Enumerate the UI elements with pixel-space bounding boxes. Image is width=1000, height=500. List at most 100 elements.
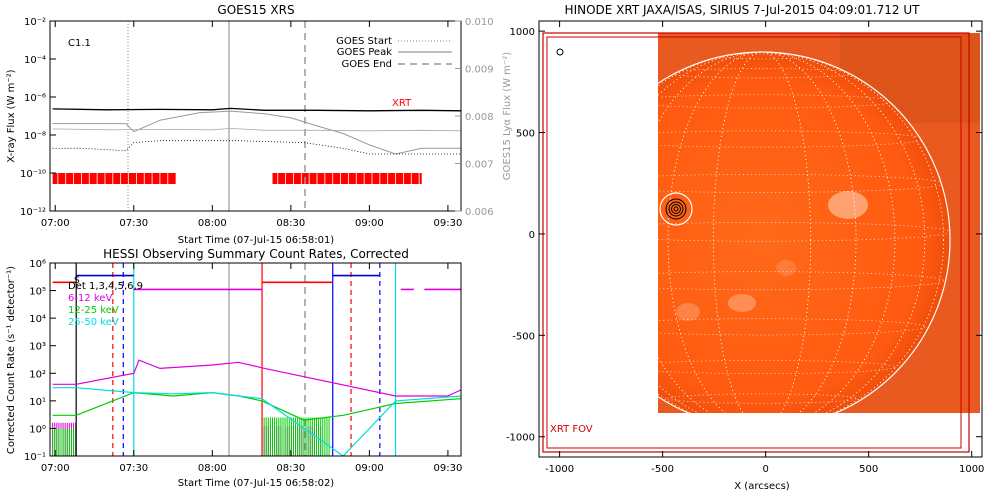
hessi-y-tick-label: 10³	[29, 342, 46, 353]
goes-y-tick-label: 10⁻⁶	[24, 93, 46, 104]
flare-contour-2	[668, 201, 684, 217]
xrt-limb-circle	[658, 51, 951, 413]
hessi-fill-spikes	[52, 417, 330, 456]
goes-y-axis-label: X-ray Flux (W m⁻²)	[6, 69, 17, 162]
xrt-title: HINODE XRT JAXA/ISAS, SIRIUS 7-Jul-2015 …	[565, 3, 921, 17]
goes-y-tick-label: 10⁻²	[24, 17, 46, 28]
xrt-x-tick-label: 0	[762, 464, 768, 475]
goes-legend-peak: GOES Peak	[337, 47, 392, 58]
goes-legend-end: GOES End	[342, 59, 392, 70]
hessi-marker-letter: S	[74, 276, 80, 286]
hessi-x-tick-label: 07:30	[119, 463, 148, 474]
goes-y-tick-label: 10⁻⁴	[24, 55, 46, 66]
xrt-fov-label: XRT FOV	[550, 424, 593, 435]
hessi-legend-6-12: 6-12 keV	[68, 293, 112, 304]
goes-x-tick-label: 09:00	[355, 218, 384, 229]
goes-coverage-bar	[272, 173, 422, 184]
goes-y2-tick-label: 0.007	[465, 160, 494, 171]
xrt-grid-latitude	[658, 359, 896, 375]
xrt-grid-latitude	[713, 417, 810, 422]
hessi-x-tick-label: 08:30	[276, 463, 305, 474]
active-region-3	[676, 303, 700, 321]
hessi-y-tick-label: 10⁴	[29, 314, 46, 325]
hessi-legend-25-50: 25-50 keV	[68, 317, 119, 328]
goes-x-tick-label: 08:30	[276, 218, 305, 229]
goes-x-tick-label: 08:00	[198, 218, 227, 229]
xrt-grid-latitude	[658, 318, 926, 336]
goes-short-series	[52, 140, 461, 155]
goes-plot-area	[52, 21, 461, 211]
goes-coverage-bar	[52, 173, 176, 184]
hessi-y-tick-label: 10⁻¹	[24, 452, 46, 463]
xrt-image-area	[658, 33, 980, 422]
hessi-night-lines	[75, 263, 397, 456]
goes-x-ticks: 07:00 07:30 08:00 08:30 09:00 09:30	[41, 21, 462, 229]
goes-y2-ticks: 0.006 0.007 0.008 0.009 0.010	[455, 17, 494, 218]
xrt-y-tick-label: -1000	[506, 433, 535, 444]
goes-x-tick-label: 07:00	[41, 218, 70, 229]
xrt-frame	[538, 20, 983, 458]
hessi-y-tick-label: 10⁰	[29, 424, 46, 435]
hessi-legend: Det 1,3,4,5,6,9 6-12 keV 12-25 keV 25-50…	[68, 281, 143, 328]
active-region-4	[776, 260, 796, 276]
xrt-x-tick-label: 500	[859, 464, 878, 475]
hessi-attenuator-state	[52, 274, 461, 291]
goes-y-ticks: 10⁻¹² 10⁻¹⁰ 10⁻⁸ 10⁻⁶ 10⁻⁴ 10⁻²	[20, 17, 56, 218]
hessi-panel: HESSI Observing Summary Count Rates, Cor…	[6, 247, 462, 489]
hessi-y-axis-label: Corrected Count Rate (s⁻¹ detector⁻¹)	[6, 266, 17, 454]
goes-y-tick-label: 10⁻⁸	[24, 131, 46, 142]
goes-y2-axis-label: GOES15 Lyα Flux (W m⁻²)	[502, 52, 513, 180]
hessi-y-ticks: 10⁻¹ 10⁰ 10¹ 10² 10³ 10⁴ 10⁵ 10⁶	[24, 259, 56, 463]
goes-y2-tick-label: 0.006	[465, 207, 494, 218]
xrt-x-tick-label: -1000	[545, 464, 574, 475]
xrt-y-tick-label: 1000	[510, 27, 535, 38]
goes-x-tick-label: 09:30	[433, 218, 462, 229]
flare-contour-1	[665, 198, 687, 220]
hessi-x-ticks: 07:00 07:30 08:00 08:30 09:00 09:30	[41, 263, 462, 474]
xrt-y-tick-label: 0	[529, 230, 535, 241]
xrt-grid-longitude	[658, 52, 896, 413]
hessi-title: HESSI Observing Summary Count Rates, Cor…	[103, 247, 409, 261]
goes-panel: GOES15 XRS 07:00 07:30 08:00 08:30 09:00 09:3…	[6, 3, 513, 246]
goes-title: GOES15 XRS	[217, 3, 294, 17]
goes-legend: GOES Start GOES Peak GOES End	[336, 36, 452, 70]
goes-y2-tick-label: 0.008	[465, 112, 494, 123]
goes-x-tick-label: 07:30	[119, 218, 148, 229]
active-region-1	[828, 191, 868, 219]
xrt-x-axis-label: X (arcsecs)	[734, 481, 790, 492]
xrt-grid-latitude	[658, 221, 950, 242]
goes-y2-tick-label: 0.009	[465, 65, 494, 76]
xrt-grid-latitude	[658, 271, 944, 291]
hessi-legend-12-25: 12-25 keV	[68, 305, 119, 316]
hessi-x-tick-label: 08:00	[198, 463, 227, 474]
xrt-x-ticks: -1000 -500 0 500 1000	[545, 21, 984, 475]
hessi-legend-det: Det 1,3,4,5,6,9	[68, 281, 143, 292]
xrt-fov-box-inner	[546, 36, 962, 449]
flare-outer-circle	[659, 192, 693, 226]
goes-y-tick-label: 10⁻¹⁰	[20, 169, 46, 180]
hessi-series-25-50	[52, 387, 461, 456]
hessi-y-tick-label: 10⁵	[29, 287, 46, 298]
xrt-flare-contours	[659, 192, 693, 226]
active-region-2	[728, 294, 756, 312]
goes-xrt-coverage	[52, 173, 422, 184]
goes-legend-start: GOES Start	[336, 36, 392, 47]
flare-contour-4	[673, 206, 679, 212]
xrt-panel: HINODE XRT JAXA/ISAS, SIRIUS 7-Jul-2015 …	[506, 3, 984, 492]
goes-y-tick-label: 10⁻¹²	[20, 207, 46, 218]
goes-lya-series	[52, 107, 461, 112]
xrt-grid-longitude	[712, 52, 812, 413]
xrt-grid-longitude	[667, 52, 857, 413]
xrt-grid-latitude	[667, 393, 857, 404]
goes-y2-tick-label: 0.010	[465, 17, 494, 28]
hessi-y-tick-label: 10⁶	[29, 259, 46, 270]
xrt-x-tick-label: -500	[651, 464, 674, 475]
xrt-x-tick-label: 1000	[959, 464, 984, 475]
hessi-y-tick-label: 10²	[29, 369, 46, 380]
hessi-y-tick-label: 10¹	[29, 397, 46, 408]
xrt-grid-longitude	[658, 52, 944, 413]
goes-xrt-tag: XRT	[392, 98, 412, 109]
xrt-y-tick-label: -500	[512, 331, 535, 342]
hessi-plot-area	[52, 263, 461, 456]
